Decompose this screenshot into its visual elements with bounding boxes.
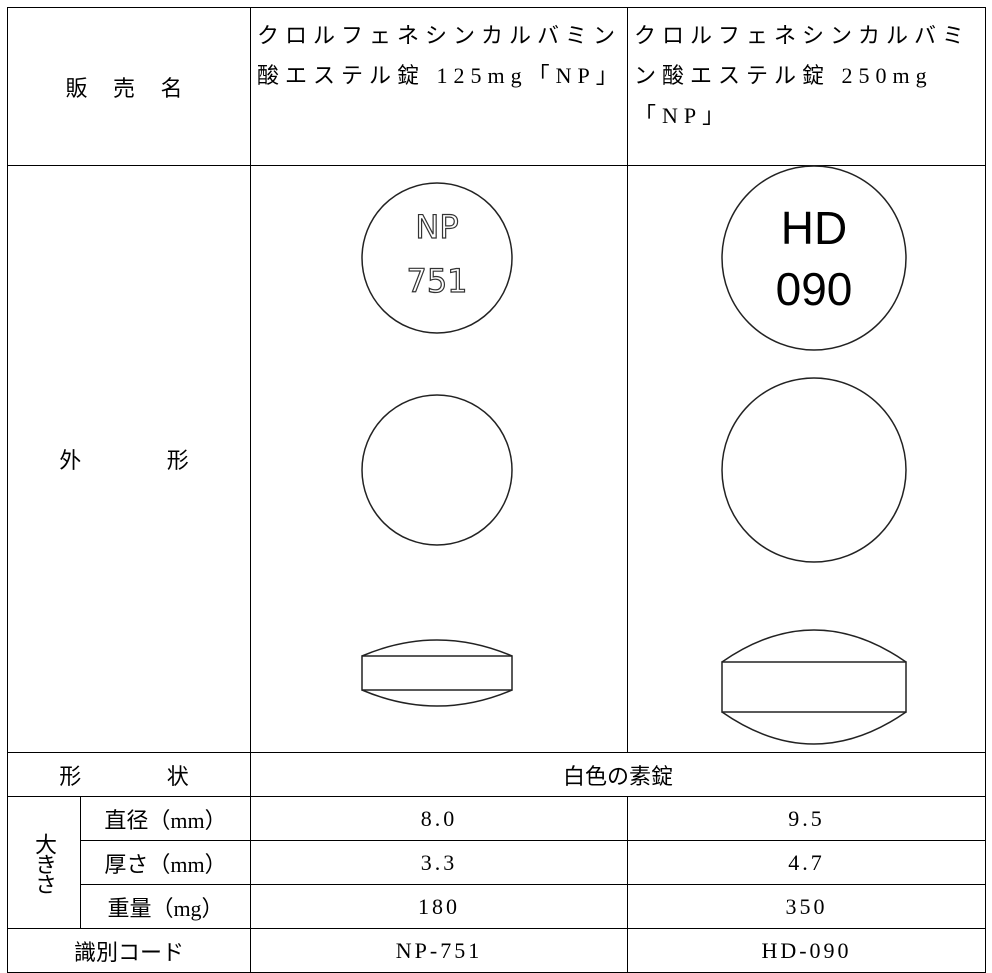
code-label: 識別コード [7,928,251,973]
tablet-side [361,655,513,691]
tablet-side [721,661,907,713]
shape-value: 白色の素錠 [250,752,986,797]
tablet-front [721,165,907,351]
imprint: HD [781,202,847,254]
size-value: 350 [627,884,986,929]
size-value: 8.0 [250,796,628,841]
tablet-side [361,639,513,707]
code-value: NP-751 [250,928,628,973]
appearance-cell [627,165,986,753]
size-label: 大きさ [7,796,81,929]
spec-table: 販 売 名 クロルフェネシンカルバミン酸エステル錠 125mg「NP」 クロルフ… [7,7,986,973]
code-value: HD-090 [627,928,986,973]
imprint: 751 [406,262,467,300]
imprint: NP [415,208,458,246]
appearance-label: 外 形 [7,165,251,753]
size-row-label: 重量（mg） [80,884,251,929]
tablet-back [721,377,907,563]
product-name: クロルフェネシンカルバミン酸エステル錠 250mg「NP」 [627,7,986,166]
tablet-back [361,394,513,546]
tablet-side [721,629,907,745]
size-row-label: 直径（mm） [80,796,251,841]
tablet-125mg: NP 751 [361,182,513,707]
header-label: 販 売 名 [7,7,251,166]
shape-label: 形 状 [7,752,251,797]
product-name: クロルフェネシンカルバミン酸エステル錠 125mg「NP」 [250,7,628,166]
tablet-front [361,182,513,334]
size-value: 9.5 [627,796,986,841]
imprint: 090 [776,263,853,315]
tablet-250mg: HD 090 [721,165,907,745]
